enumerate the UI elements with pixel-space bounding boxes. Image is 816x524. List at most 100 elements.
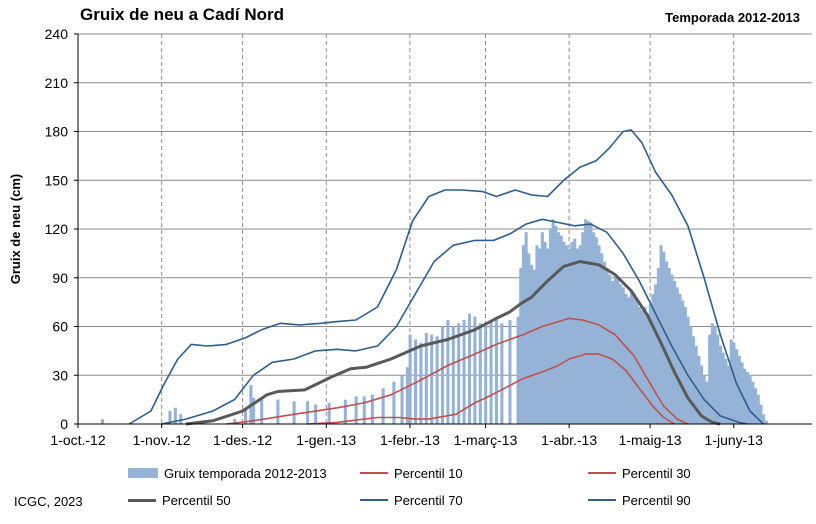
series-line-percentil-90 [128, 129, 764, 425]
snow-depth-bar [616, 277, 620, 424]
snow-depth-bar [327, 402, 331, 424]
snow-depth-bar [243, 409, 248, 424]
snow-depth-bar [484, 326, 488, 424]
snow-depth-bar [179, 414, 183, 424]
snow-depth-bar [735, 349, 739, 424]
snow-depth-bar [540, 232, 544, 424]
bars-layer [100, 219, 768, 424]
legend-swatch [128, 468, 158, 478]
legend-item: Percentil 90 [588, 492, 691, 508]
snow-depth-bar [764, 420, 768, 424]
snow-depth-bar [581, 232, 585, 424]
snow-depth-bar [168, 411, 172, 424]
snow-depth-bar [621, 287, 625, 424]
snow-depth-bar [732, 342, 736, 424]
snow-depth-bar [608, 274, 612, 424]
snow-depth-bar [233, 419, 237, 424]
snow-depth-bar [381, 388, 385, 424]
snow-depth-bar [646, 313, 650, 424]
axes-layer: 0 30 60 90 120 150 180 210 240 1-oct.-12 1-nov.-12… [8, 26, 812, 448]
snow-depth-bar [424, 333, 428, 424]
snow-depth-bar [370, 394, 374, 424]
snow-depth-bar [546, 248, 550, 424]
snow-depth-bar [565, 245, 569, 424]
snow-depth-bar [681, 300, 685, 424]
snow-depth-bar [451, 326, 455, 424]
legend-swatch [588, 499, 616, 501]
series-line-percentil-10 [307, 353, 675, 425]
snow-depth-bar [440, 326, 445, 424]
snow-depth-bar [745, 372, 749, 424]
legend-label: Percentil 10 [394, 465, 463, 481]
legend-item: Gruix temporada 2012-2013 [128, 465, 327, 481]
snow-depth-bar [600, 253, 604, 424]
y-tick-label: 150 [45, 172, 69, 188]
snow-depth-bar [716, 334, 720, 424]
snow-depth-bar [662, 251, 666, 424]
snow-depth-bar [632, 294, 636, 424]
snow-depth-bar [430, 334, 434, 424]
y-axis-label: Gruix de neu (cm) [8, 174, 23, 285]
series-line-percentil-30 [226, 317, 689, 425]
snow-depth-bar [548, 229, 552, 424]
snow-depth-bar [713, 326, 717, 424]
snow-depth-bar [570, 242, 574, 424]
snow-depth-bar [556, 232, 561, 424]
legend-item: Percentil 50 [128, 492, 231, 508]
legend-swatch [360, 499, 388, 501]
y-tick-label: 240 [45, 26, 69, 42]
snow-depth-bar [697, 355, 701, 424]
legend-item: Percentil 10 [360, 465, 463, 481]
snow-depth-bar [467, 313, 472, 424]
snow-depth-bar [343, 399, 347, 424]
snow-depth-bar [610, 281, 615, 424]
snow-depth-bar [667, 268, 671, 424]
snow-depth-bar [724, 359, 728, 424]
legend-item: Percentil 70 [360, 492, 463, 508]
snow-depth-bar [643, 307, 647, 424]
y-tick-label: 30 [52, 367, 68, 383]
x-tick-label: 1-oct.-12 [50, 432, 105, 448]
snow-depth-bar [578, 245, 582, 424]
snow-depth-bar [408, 334, 412, 424]
snow-depth-bar [619, 284, 623, 424]
snow-depth-bar [729, 339, 733, 424]
season-label: Temporada 2012-2013 [665, 10, 800, 25]
legend-label: Gruix temporada 2012-2013 [164, 465, 327, 481]
y-tick-label: 210 [45, 75, 69, 91]
snow-depth-bar [292, 401, 296, 424]
snow-depth-bar [530, 264, 534, 424]
snow-depth-bar [656, 268, 660, 424]
snow-depth-bar [726, 365, 731, 424]
snow-depth-bar [354, 396, 358, 424]
snow-depth-bar [664, 261, 669, 424]
snow-depth-bar [554, 225, 558, 424]
snow-depth-bar [708, 334, 712, 424]
snow-depth-bar [400, 375, 404, 424]
snow-depth-bar [759, 404, 763, 424]
snow-depth-bar [489, 321, 493, 424]
x-tick-label: 1-gen.-13 [296, 432, 356, 448]
snow-depth-bar [648, 303, 652, 424]
snow-depth-bar [535, 245, 539, 424]
legend-label: Percentil 50 [162, 492, 231, 508]
y-tick-label: 90 [52, 270, 68, 286]
snow-depth-bar [276, 399, 280, 424]
y-tick-label: 60 [52, 319, 68, 335]
snow-depth-bar [413, 339, 418, 424]
legend-swatch [360, 472, 388, 474]
snow-depth-bar [473, 316, 477, 424]
snow-depth-bar [516, 316, 520, 424]
snow-depth-bar [594, 237, 598, 424]
snow-depth-bar [173, 407, 177, 424]
y-tick-label: 0 [60, 416, 68, 432]
legend-label: Percentil 90 [622, 492, 691, 508]
snow-depth-bar [721, 352, 725, 424]
snow-depth-bar [527, 253, 531, 424]
credit-label: ICGC, 2023 [14, 494, 83, 509]
snow-depth-bar [659, 245, 663, 424]
snow-depth-bar [654, 284, 658, 424]
snow-depth-bar [573, 238, 577, 424]
snow-depth-bar [602, 261, 606, 424]
